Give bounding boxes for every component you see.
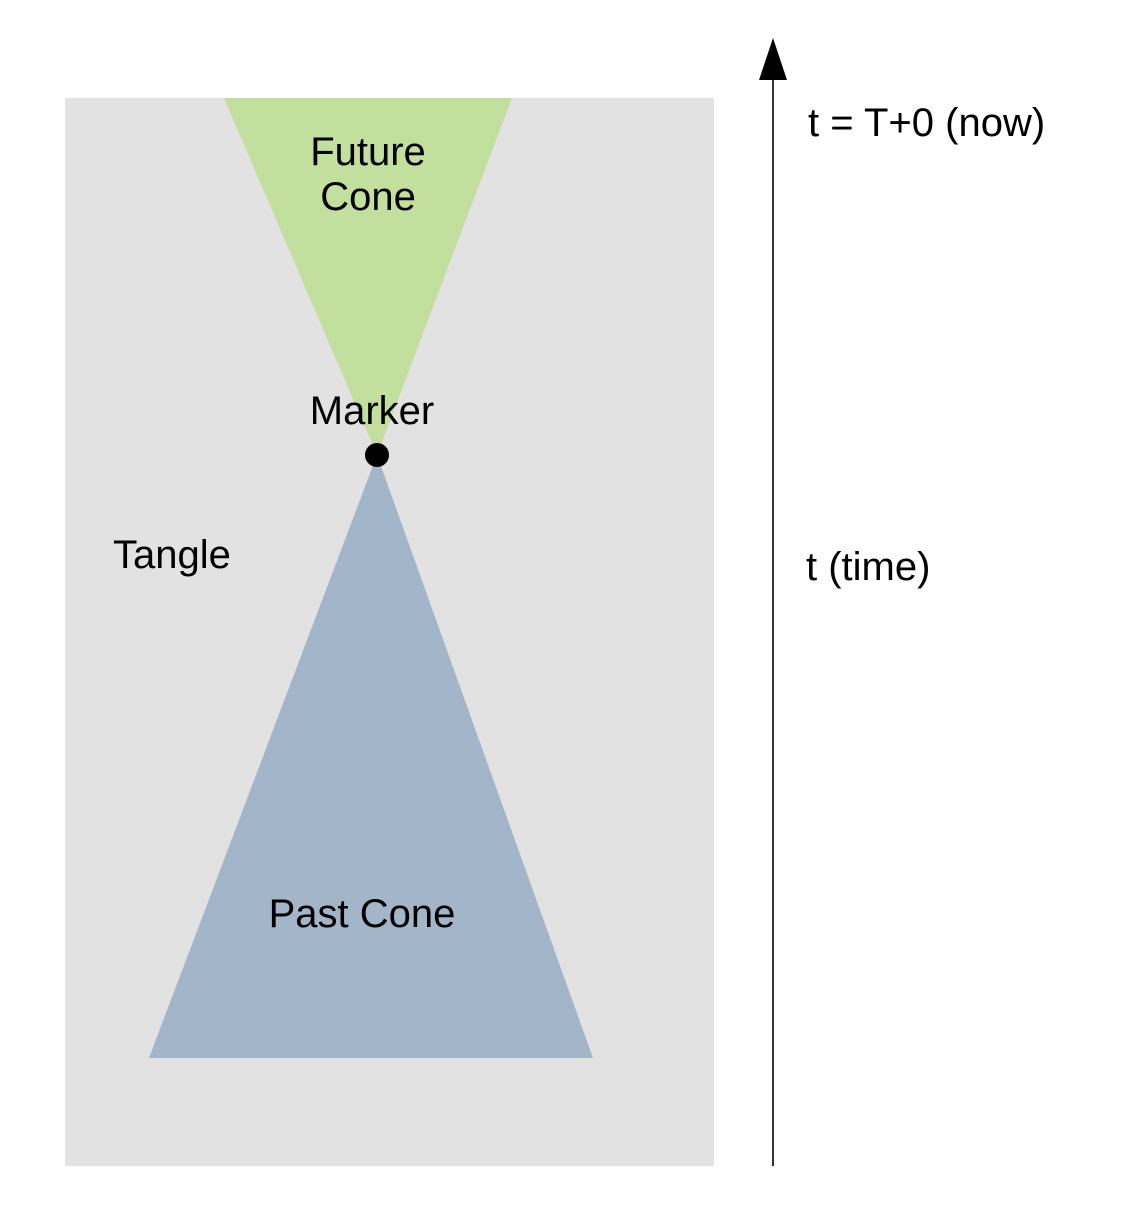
past-cone	[149, 455, 593, 1058]
marker-dot	[365, 443, 389, 467]
arrow-up-icon	[759, 38, 787, 80]
future-cone-label-line1: Future	[310, 130, 426, 174]
now-label: t = T+0 (now)	[808, 101, 1045, 145]
marker-label: Marker	[310, 389, 434, 433]
future-cone-label-line2: Cone	[320, 175, 416, 219]
future-cone	[224, 98, 512, 455]
past-cone-label: Past Cone	[269, 892, 456, 936]
tangle-label: Tangle	[113, 533, 231, 577]
time-axis-label: t (time)	[806, 545, 930, 589]
